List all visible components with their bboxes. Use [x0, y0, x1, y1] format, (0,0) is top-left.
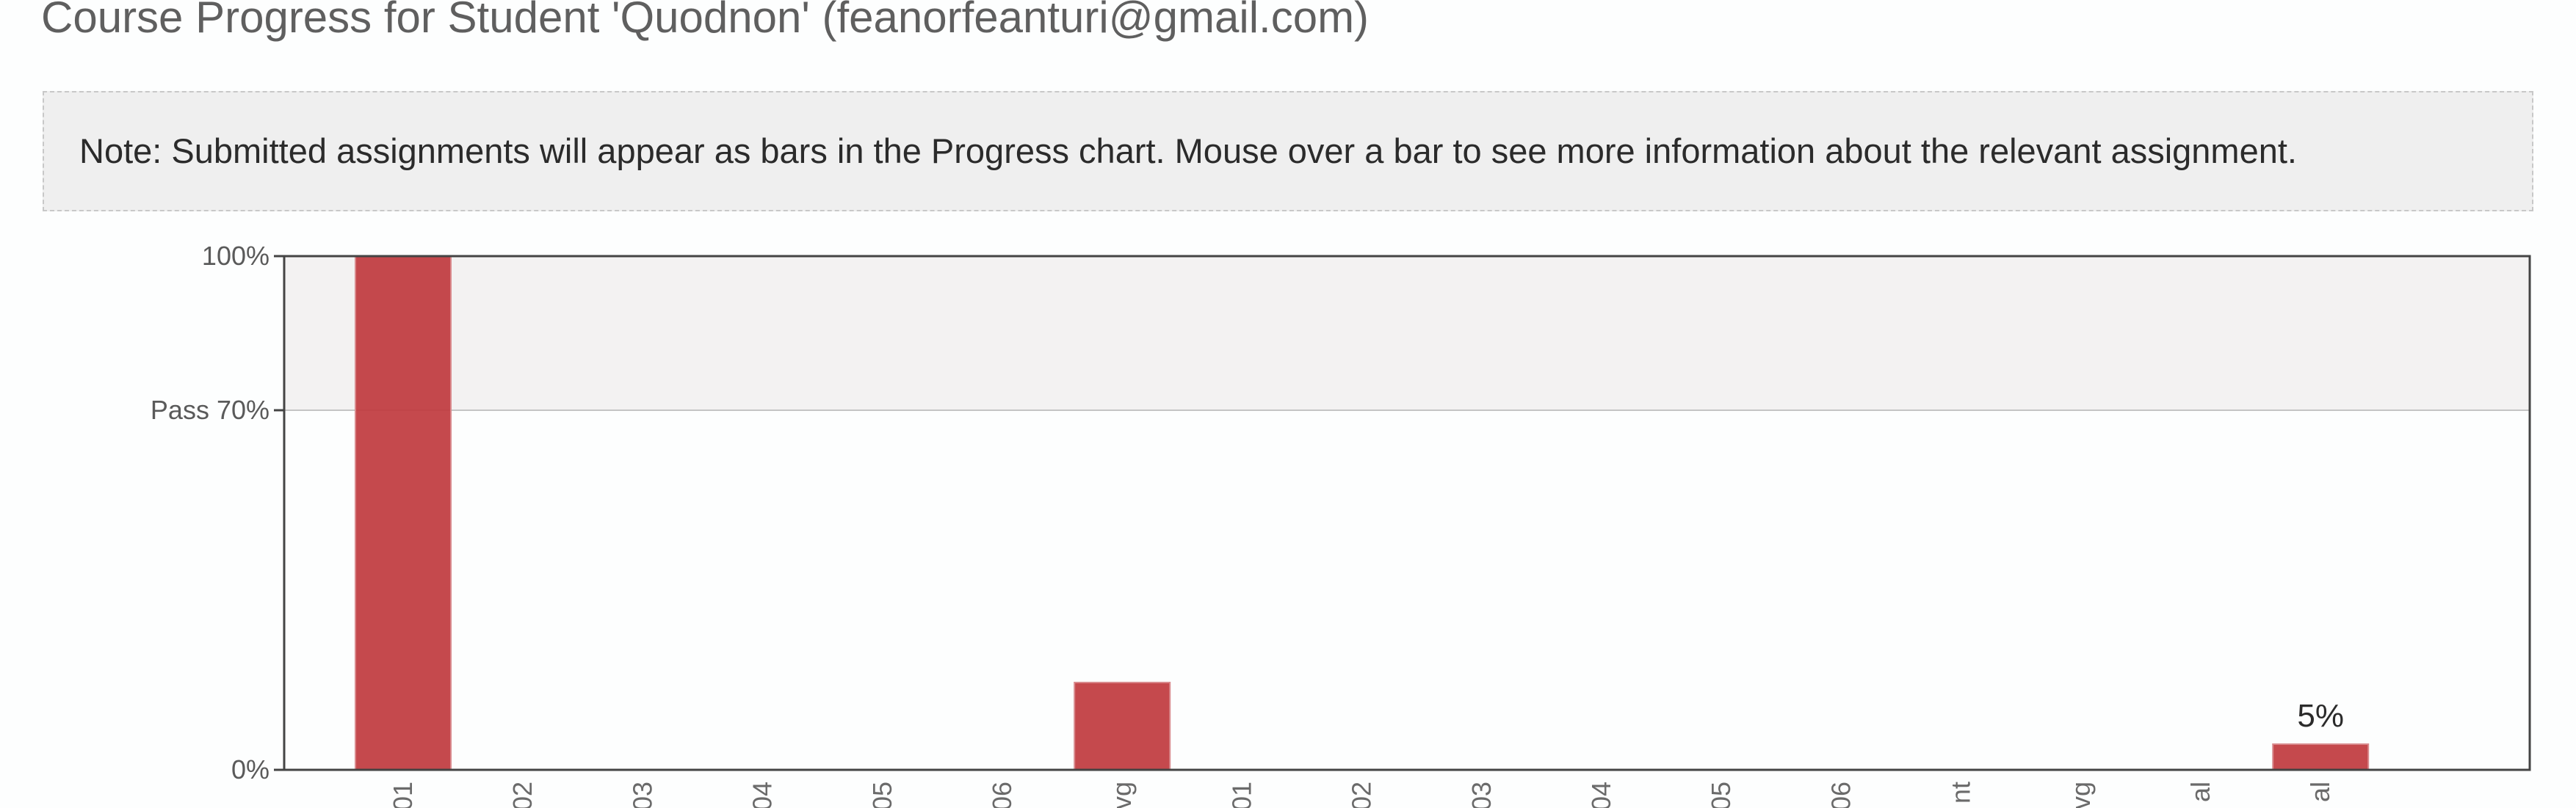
x-tick-label: 04 — [748, 782, 778, 808]
plot-frame — [283, 255, 2531, 771]
y-axis-ticks: 0% Pass 70% 100% — [151, 241, 284, 785]
x-tick-label: 05 — [867, 782, 897, 808]
progress-bar[interactable] — [355, 255, 452, 771]
bar-labels: 5% — [2297, 698, 2344, 734]
x-tick-label: 02 — [507, 782, 538, 808]
x-tick-label: nt — [1946, 782, 1976, 804]
progress-bar[interactable] — [1074, 682, 1171, 771]
bar-value-label: 5% — [2297, 698, 2344, 734]
x-tick-label: al — [2185, 782, 2215, 802]
x-tick-label: al — [2305, 782, 2335, 802]
x-tick-label: 03 — [1466, 782, 1497, 808]
y-tick-label: Pass 70% — [151, 395, 269, 425]
x-tick-label: 01 — [1226, 782, 1256, 808]
x-tick-label: 04 — [1586, 782, 1616, 808]
pass-band — [284, 256, 2530, 411]
progress-note: Note: Submitted assignments will appear … — [43, 91, 2533, 211]
x-tick-label: 06 — [1826, 782, 1856, 808]
page-title: Course Progress for Student 'Quodnon' (f… — [41, 0, 1370, 42]
progress-note-text: Note: Submitted assignments will appear … — [79, 131, 2297, 170]
x-tick-label: vg — [1107, 782, 1137, 808]
chart-axes — [283, 255, 2531, 771]
x-axis-ticks: 01 02 03 04 05 06 vg 01 02 03 04 05 06 nt vg al al — [388, 782, 2335, 808]
x-tick-label: 05 — [1706, 782, 1736, 808]
progress-bar[interactable] — [2272, 743, 2370, 771]
pass-band-area — [284, 256, 2530, 410]
x-tick-label: 06 — [987, 782, 1017, 808]
x-tick-label: 01 — [388, 782, 418, 808]
progress-bars — [355, 255, 2370, 771]
x-tick-label: vg — [2066, 782, 2096, 808]
y-tick-label: 0% — [231, 754, 269, 785]
y-tick-label: 100% — [202, 241, 269, 271]
x-tick-label: 02 — [1347, 782, 1377, 808]
x-tick-label: 03 — [627, 782, 657, 808]
